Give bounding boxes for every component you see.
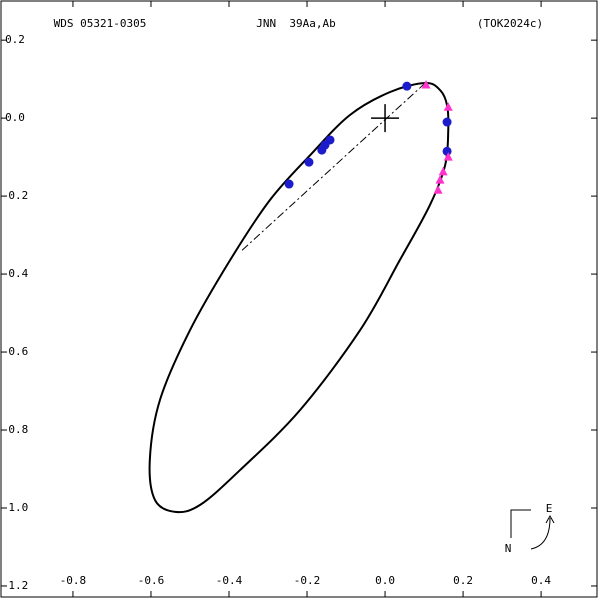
orbit (148, 82, 450, 514)
measure-triangle (421, 79, 431, 89)
measure-point (442, 117, 452, 127)
measure-point (284, 179, 294, 189)
y-tick-label: 0.2 (5, 33, 25, 46)
compass-north: N (505, 542, 512, 555)
compass: E N (505, 502, 555, 555)
header-id: WDS 05321-0305 (54, 17, 147, 30)
compass-frame (510, 509, 531, 538)
compass-east: E (546, 502, 553, 515)
x-tick-label: 0.2 (453, 574, 473, 587)
header-pair: JNN 39Aa,Ab (256, 17, 335, 30)
measure-triangle (433, 185, 443, 194)
line-of-nodes (239, 82, 426, 253)
measure-triangle (435, 175, 445, 184)
x-tick-label: -0.4 (216, 574, 243, 587)
measure-point (402, 81, 412, 91)
header-ref: (TOK2024c) (477, 17, 543, 30)
x-tick-label: 0.4 (531, 574, 551, 587)
x-tick-label: -0.6 (138, 574, 165, 587)
measure-triangle (443, 102, 453, 111)
y-tick-label: 0.0 (5, 111, 25, 124)
measure-triangle (438, 166, 448, 176)
measure-point (304, 157, 314, 167)
measure-point (442, 146, 452, 156)
y-tick-label: -0.6 (2, 345, 29, 358)
measure-triangle (443, 152, 453, 161)
y-tick-label: -1.2 (2, 579, 29, 592)
y-tick-label: -0.4 (2, 267, 29, 280)
compass-arrowhead (545, 514, 555, 524)
y-tick-label: -0.2 (2, 189, 29, 202)
y-tick-label: -1.0 (2, 501, 29, 514)
x-tick-label: -0.8 (60, 574, 87, 587)
x-tick-label: 0.0 (375, 574, 395, 587)
compass-arrow (530, 517, 551, 550)
x-tick-label: -0.2 (294, 574, 321, 587)
y-tick-label: -0.8 (2, 423, 29, 436)
measure-point (317, 145, 327, 155)
